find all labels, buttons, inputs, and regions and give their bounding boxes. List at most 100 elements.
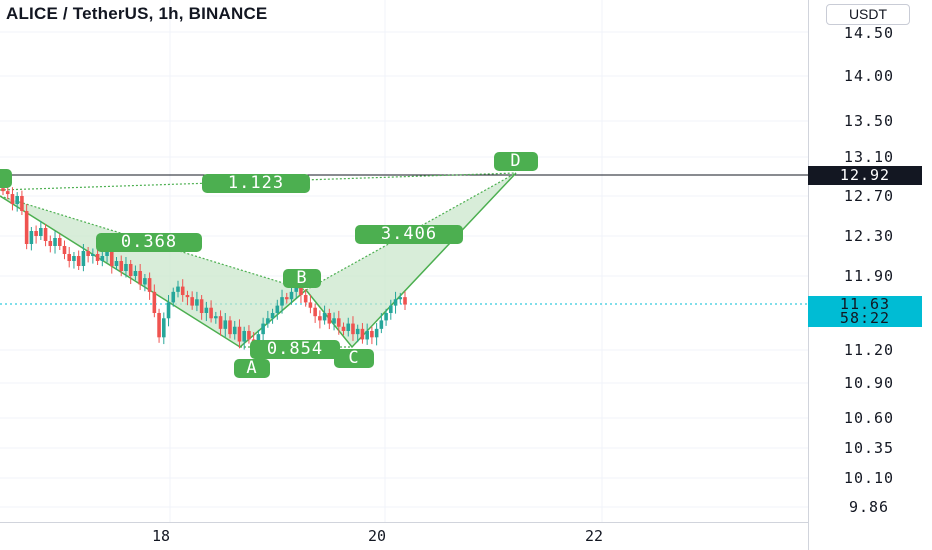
candle-body bbox=[119, 261, 124, 271]
candle-body bbox=[266, 318, 270, 324]
candle-body bbox=[228, 320, 232, 335]
y-tick-label: 10.60 bbox=[843, 409, 895, 427]
candle-body bbox=[128, 264, 133, 276]
pattern-point-x[interactable] bbox=[0, 169, 12, 188]
candle-body bbox=[43, 228, 48, 241]
candle-body bbox=[105, 251, 109, 256]
candle-body bbox=[86, 251, 90, 256]
candle-body bbox=[180, 286, 185, 296]
y-tick-label: 11.20 bbox=[843, 341, 895, 359]
candle-body bbox=[53, 238, 57, 246]
candle-body bbox=[199, 299, 204, 313]
candle-body bbox=[336, 318, 341, 327]
candle-body bbox=[280, 297, 284, 306]
candle-body bbox=[24, 211, 29, 244]
candle-body bbox=[389, 305, 393, 313]
candle-body bbox=[346, 323, 351, 331]
candle-body bbox=[95, 254, 100, 261]
candle-body bbox=[232, 326, 237, 335]
candle-body bbox=[157, 313, 161, 338]
candle-body bbox=[355, 328, 360, 335]
pattern-point-c[interactable]: C bbox=[334, 349, 374, 368]
candle-body bbox=[124, 264, 128, 271]
currency-selector[interactable]: USDT bbox=[826, 4, 910, 25]
candle-body bbox=[5, 191, 10, 195]
candle-body bbox=[318, 316, 322, 321]
candle-body bbox=[72, 256, 76, 261]
y-tick-label: 13.50 bbox=[843, 112, 895, 130]
candle-body bbox=[223, 320, 228, 329]
x-tick-label: 22 bbox=[585, 527, 604, 545]
candle-body bbox=[166, 302, 171, 319]
pattern-triangle-bcd bbox=[306, 173, 516, 347]
candle-body bbox=[332, 318, 336, 324]
candle-body bbox=[185, 295, 190, 298]
candle-body bbox=[81, 251, 86, 266]
candle-body bbox=[242, 330, 246, 342]
y-tick-label: 14.00 bbox=[843, 67, 895, 85]
candle-body bbox=[360, 328, 365, 340]
candle-body bbox=[152, 291, 157, 313]
candle-body bbox=[398, 297, 403, 300]
candle-body bbox=[379, 320, 384, 329]
candle-body bbox=[34, 231, 38, 236]
current-price-value: 11.63 bbox=[839, 295, 891, 313]
ratio-label-xad[interactable]: 1.123 bbox=[202, 174, 310, 193]
candle-body bbox=[370, 330, 374, 338]
candle-body bbox=[327, 313, 332, 324]
candle-body bbox=[237, 326, 242, 342]
candle-body bbox=[171, 291, 176, 303]
y-tick-label: 9.86 bbox=[848, 498, 890, 516]
candle-body bbox=[204, 307, 209, 313]
y-tick-label: 14.50 bbox=[843, 24, 895, 42]
candle-body bbox=[133, 271, 138, 276]
y-tick-label: 12.70 bbox=[843, 187, 895, 205]
y-tick-label: 10.10 bbox=[843, 469, 895, 487]
y-tick-label: 13.10 bbox=[843, 148, 895, 166]
candle-body bbox=[393, 299, 398, 306]
candle-body bbox=[67, 254, 72, 261]
candle-body bbox=[91, 254, 95, 256]
candle-body bbox=[214, 316, 218, 319]
candle-body bbox=[284, 297, 289, 300]
current-price-tag[interactable]: 11.63 58:22 bbox=[808, 296, 922, 327]
candle-body bbox=[261, 323, 265, 335]
pattern-point-d[interactable]: D bbox=[494, 152, 538, 171]
candle-body bbox=[247, 330, 251, 340]
ratio-label-bcd[interactable]: 3.406 bbox=[355, 225, 463, 244]
candle-body bbox=[1, 188, 5, 192]
candle-body bbox=[190, 297, 194, 306]
candles bbox=[1, 184, 407, 355]
pattern-point-a[interactable]: A bbox=[234, 359, 270, 378]
candle-body bbox=[138, 271, 142, 285]
candle-body bbox=[195, 299, 199, 306]
pattern-triangle-xab bbox=[0, 196, 306, 347]
y-tick-label: 11.90 bbox=[843, 267, 895, 285]
candle-body bbox=[100, 256, 105, 261]
ratio-label-abc[interactable]: 0.854 bbox=[250, 340, 340, 359]
candle-body bbox=[10, 194, 15, 204]
candle-body bbox=[365, 330, 369, 340]
pattern-point-b[interactable]: B bbox=[283, 269, 321, 288]
candle-body bbox=[299, 286, 303, 296]
candle-body bbox=[289, 291, 294, 300]
candle-body bbox=[57, 238, 62, 246]
candle-body bbox=[308, 302, 313, 308]
level-price-tag[interactable]: 12.92 bbox=[808, 166, 922, 185]
y-tick-label: 12.30 bbox=[843, 227, 895, 245]
candle-body bbox=[48, 241, 53, 246]
bar-countdown: 58:22 bbox=[839, 309, 891, 327]
candle-body bbox=[29, 231, 34, 244]
y-tick-label: 10.90 bbox=[843, 374, 895, 392]
candle-body bbox=[403, 297, 407, 305]
candle-body bbox=[209, 307, 213, 319]
candle-body bbox=[341, 326, 346, 331]
x-tick-label: 18 bbox=[152, 527, 171, 545]
ratio-label-xab[interactable]: 0.368 bbox=[96, 233, 202, 252]
x-tick-label: 20 bbox=[368, 527, 387, 545]
candle-body bbox=[374, 328, 379, 338]
candle-body bbox=[218, 316, 223, 329]
candle-body bbox=[143, 278, 147, 285]
candle-body bbox=[275, 305, 280, 313]
